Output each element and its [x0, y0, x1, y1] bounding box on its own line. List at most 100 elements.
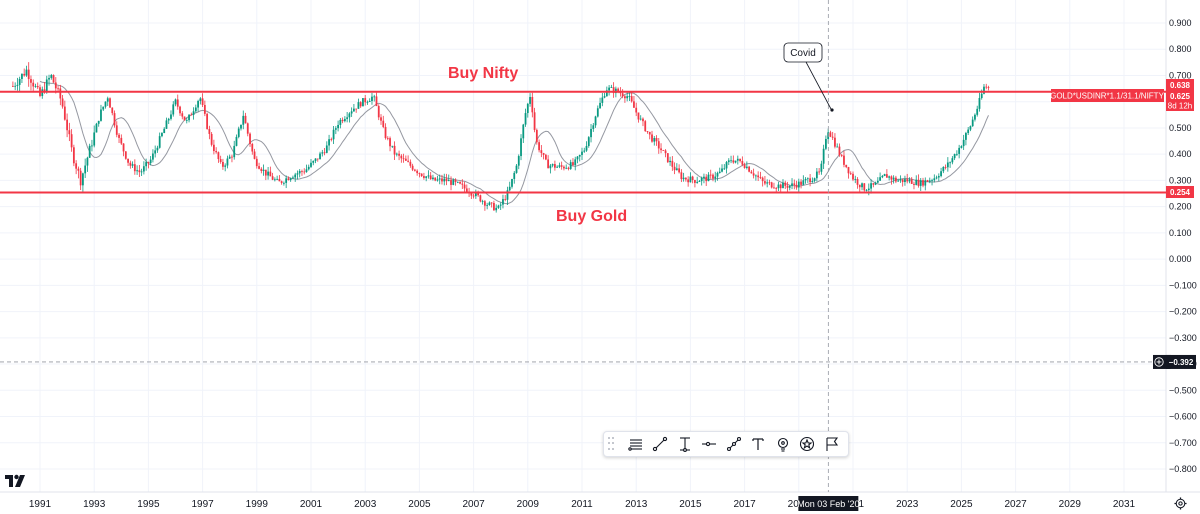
covid-callout[interactable]: Covid: [783, 42, 834, 112]
y-tick-label: −0.100: [1169, 280, 1197, 290]
candle-body: [874, 182, 877, 185]
candle-body: [511, 178, 513, 187]
candle-body: [111, 107, 114, 114]
candle-body: [811, 180, 814, 183]
candle-body: [504, 199, 507, 200]
candle-body: [183, 116, 186, 121]
star-badge-icon[interactable]: [795, 433, 819, 455]
candle-body: [881, 175, 884, 178]
candle-body: [179, 106, 181, 114]
candle-body: [118, 134, 120, 138]
info-line-icon[interactable]: [722, 433, 746, 455]
bar-countdown: 8d 12h: [1168, 102, 1192, 111]
candle-body: [680, 172, 683, 180]
drawing-toolbar[interactable]: [603, 431, 849, 457]
candle-body: [416, 170, 419, 174]
candle-body: [407, 160, 410, 162]
candle-body: [97, 120, 100, 124]
last-price: 0.625: [1170, 92, 1191, 101]
candle-body: [312, 160, 315, 163]
candle-body: [596, 108, 599, 117]
candle-body: [443, 178, 446, 182]
text-icon[interactable]: [746, 433, 770, 455]
crosshair: [0, 0, 1166, 492]
y-tick-label: −0.500: [1169, 385, 1197, 395]
candle-body: [633, 101, 635, 108]
candle-body: [463, 184, 466, 189]
candle-body: [531, 97, 534, 113]
candle-body: [310, 162, 312, 167]
candle-body: [865, 190, 868, 191]
candle-body: [535, 129, 538, 143]
candle-body: [287, 178, 290, 181]
toolbar-grip-icon[interactable]: [608, 437, 618, 451]
candle-body: [181, 113, 184, 117]
candle-body: [452, 179, 455, 185]
candle-body: [425, 176, 428, 178]
candle-body: [190, 114, 193, 116]
candle-body: [985, 86, 988, 88]
buy-nifty-label[interactable]: Buy Nifty: [448, 65, 518, 82]
buy-gold-label[interactable]: Buy Gold: [556, 208, 627, 225]
candle-body: [45, 79, 48, 92]
candle-body: [303, 171, 306, 173]
candle-body: [314, 158, 317, 161]
candle-body: [456, 181, 459, 183]
candle-body: [258, 166, 260, 169]
horizontal-lines-icon[interactable]: [624, 433, 648, 455]
candle-body: [271, 176, 274, 180]
candle-body: [759, 177, 762, 178]
candle-body: [140, 171, 143, 173]
gear-icon[interactable]: [1174, 497, 1187, 510]
candle-body: [691, 176, 694, 181]
candle-body: [321, 152, 324, 154]
horizontal-ray-icon[interactable]: [697, 433, 721, 455]
candle-body: [165, 120, 168, 129]
candle-body: [662, 150, 665, 151]
candle-body: [892, 177, 895, 180]
candle-body: [172, 104, 175, 115]
candle-body: [273, 179, 276, 181]
candle-body: [554, 164, 556, 168]
flag-icon[interactable]: [820, 433, 844, 455]
candle-body: [617, 88, 620, 92]
candle-body: [815, 171, 818, 179]
moving-average-line: [39, 80, 989, 205]
horizontal-lines[interactable]: [0, 90, 1166, 194]
candle-body: [852, 173, 854, 180]
candle-body: [371, 96, 373, 101]
time-axis[interactable]: 1991 1993 1995 1997 1999 2001 2003 2005 2007 2009…: [0, 491, 1200, 510]
idea-bulb-icon[interactable]: [771, 433, 795, 455]
candle-body: [445, 178, 448, 182]
candle-body: [502, 199, 504, 205]
candle-body: [904, 179, 906, 183]
price-range-icon[interactable]: [673, 433, 697, 455]
symbol-label-box[interactable]: GOLD*USDINR*1.1/31.1/NIFTY: [1050, 89, 1165, 102]
candle-body: [605, 90, 608, 97]
candle-body: [373, 96, 376, 98]
candle-body: [885, 174, 888, 178]
annotations[interactable]: Buy Nifty Buy Gold Covid: [448, 42, 834, 225]
candle-body: [603, 96, 606, 98]
candle-body: [12, 85, 14, 87]
candle-body: [88, 145, 91, 158]
candle-body: [285, 178, 288, 183]
candle-body: [54, 82, 57, 89]
candle-body: [267, 171, 269, 176]
candle-body: [298, 171, 301, 174]
candle-body: [260, 168, 263, 171]
trend-line-icon[interactable]: [648, 433, 672, 455]
candle-body: [955, 153, 958, 155]
price-axis[interactable]: 0.9000.8000.7000.6000.5000.4000.3000.200…: [1165, 0, 1197, 492]
candle-body: [86, 157, 89, 166]
candle-body: [337, 124, 339, 129]
tradingview-logo-icon[interactable]: [4, 472, 26, 490]
crosshair-date: Mon 03 Feb '20: [797, 499, 859, 509]
candle-body: [447, 179, 450, 182]
candle-body: [136, 170, 139, 172]
x-tick-label: 2011: [571, 499, 593, 510]
candle-body: [937, 176, 940, 178]
covid-label: Covid: [790, 48, 816, 59]
candle-body: [813, 178, 816, 181]
